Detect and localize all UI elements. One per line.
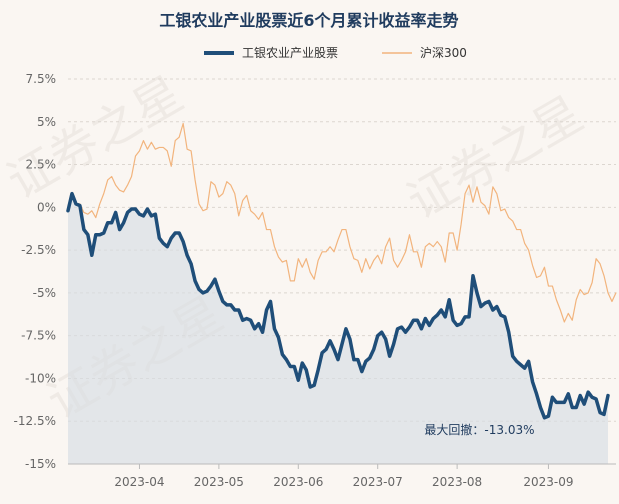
- x-tick-label: 2023-05: [194, 475, 244, 489]
- max-drawdown-annotation: 最大回撤：-13.03%: [424, 422, 534, 437]
- y-tick-label: -7.5%: [21, 329, 56, 343]
- y-tick-label: 2.5%: [26, 158, 57, 172]
- x-tick-label: 2023-08: [432, 475, 482, 489]
- legend-label-index: 沪深300: [420, 46, 467, 60]
- legend-label-fund: 工银农业产业股票: [242, 46, 338, 60]
- y-tick-label: 5%: [37, 115, 56, 129]
- series-line-index: [67, 122, 617, 323]
- y-tick-label: 0%: [37, 200, 56, 214]
- y-tick-label: -12.5%: [14, 414, 56, 428]
- x-tick-label: 2023-09: [523, 475, 573, 489]
- x-tick-label: 2023-06: [273, 475, 323, 489]
- x-tick-label: 2023-04: [114, 475, 164, 489]
- x-tick-label: 2023-07: [353, 475, 403, 489]
- series-layer: [66, 122, 617, 420]
- y-tick-label: -15%: [25, 457, 56, 471]
- series-area-fund: [68, 193, 608, 464]
- y-tick-label: 7.5%: [26, 72, 57, 86]
- area-layer: [68, 193, 608, 464]
- y-tick-label: -5%: [33, 286, 56, 300]
- legend: 工银农业产业股票 沪深300: [204, 46, 467, 60]
- y-axis: 7.5% 5% 2.5% 0% -2.5% -5% -7.5% -10% -12.5% -15%: [14, 72, 56, 471]
- y-tick-label: -10%: [25, 371, 56, 385]
- y-tick-label: -2.5%: [21, 243, 56, 257]
- watermark-text: 证券之星: [398, 86, 592, 231]
- series-line-fund: [66, 191, 610, 420]
- x-axis: 2023-04 2023-05 2023-06 2023-07 2023-08 2023-…: [68, 463, 616, 489]
- watermark-text: 证券之星: [0, 66, 192, 211]
- chart-title: 工银农业产业股票近6个月累计收益率走势: [159, 11, 458, 30]
